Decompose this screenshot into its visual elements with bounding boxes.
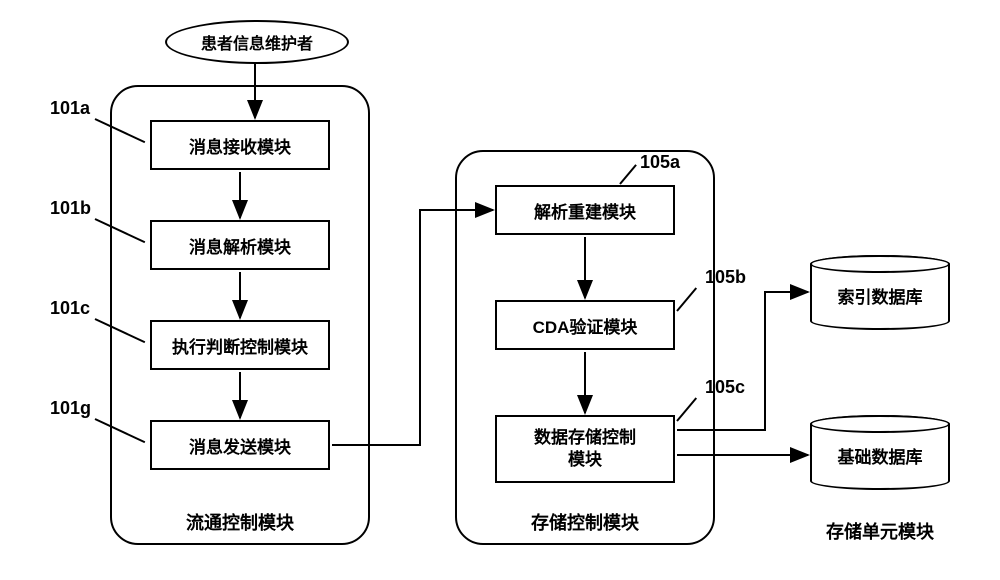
flow-box-b: 消息解析模块: [150, 220, 330, 270]
flow-box-g-label: 消息发送模块: [189, 433, 291, 458]
ref-101b: 101b: [50, 198, 91, 219]
actor-label: 患者信息维护者: [201, 30, 313, 54]
ref-101g: 101g: [50, 398, 91, 419]
cylinder-base-label: 基础数据库: [812, 443, 948, 468]
flow-control-label: 流通控制模块: [112, 509, 368, 535]
storage-control-label: 存储控制模块: [457, 509, 713, 535]
storage-box-c-label: 数据存储控制 模块: [534, 427, 636, 471]
storage-box-b-label: CDA验证模块: [533, 313, 638, 338]
storage-box-a-label: 解析重建模块: [534, 198, 636, 223]
ref-105b: 105b: [705, 267, 746, 288]
ref-105c: 105c: [705, 377, 745, 398]
storage-unit-label: 存储单元模块: [810, 518, 950, 544]
ref-101a: 101a: [50, 98, 90, 119]
flow-box-b-label: 消息解析模块: [189, 233, 291, 258]
flow-box-c-label: 执行判断控制模块: [172, 333, 308, 358]
diagram-canvas: 患者信息维护者 流通控制模块 消息接收模块 消息解析模块 执行判断控制模块 消息…: [20, 20, 980, 560]
cylinder-index-label: 索引数据库: [812, 283, 948, 308]
ref-101c: 101c: [50, 298, 90, 319]
cylinder-base: 基础数据库: [810, 415, 950, 490]
flow-box-c: 执行判断控制模块: [150, 320, 330, 370]
actor-ellipse: 患者信息维护者: [165, 20, 349, 64]
storage-box-c: 数据存储控制 模块: [495, 415, 675, 483]
cylinder-index: 索引数据库: [810, 255, 950, 330]
storage-box-a: 解析重建模块: [495, 185, 675, 235]
storage-box-b: CDA验证模块: [495, 300, 675, 350]
flow-box-a: 消息接收模块: [150, 120, 330, 170]
ref-105a: 105a: [640, 152, 680, 173]
flow-box-g: 消息发送模块: [150, 420, 330, 470]
flow-box-a-label: 消息接收模块: [189, 133, 291, 158]
